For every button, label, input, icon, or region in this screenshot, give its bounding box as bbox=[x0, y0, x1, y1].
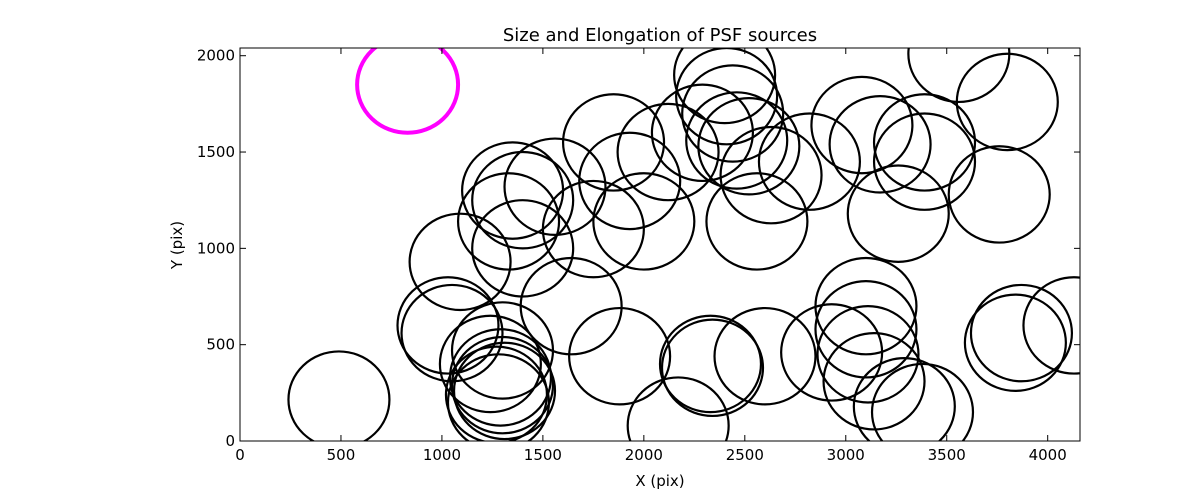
psf-source-circle bbox=[438, 314, 542, 414]
x-tick-label: 1500 bbox=[524, 446, 562, 464]
highlight-psf-circle bbox=[355, 48, 461, 135]
psf-source-circle bbox=[471, 150, 575, 250]
psf-source-circle bbox=[592, 172, 696, 271]
psf-source-circle bbox=[616, 102, 720, 202]
psf-source-circle bbox=[780, 303, 884, 402]
plot-area-marks bbox=[287, 48, 1080, 441]
psf-source-circle bbox=[673, 48, 777, 125]
psf-source-circle bbox=[446, 353, 551, 441]
y-tick-label: 1000 bbox=[197, 239, 235, 257]
x-tick-label: 1000 bbox=[423, 446, 461, 464]
psf-source-circle bbox=[828, 95, 932, 194]
psf-source-circle bbox=[814, 256, 918, 356]
psf-source-circle bbox=[955, 52, 1059, 152]
psf-source-circle bbox=[660, 318, 765, 418]
psf-source-circle bbox=[697, 96, 801, 196]
psf-source-circle bbox=[963, 293, 1067, 393]
y-axis: 0 500 1000 1500 2000 bbox=[197, 47, 1080, 450]
y-tick-label: 500 bbox=[206, 336, 235, 354]
psf-source-circle bbox=[685, 91, 789, 190]
x-tick-label: 0 bbox=[235, 446, 245, 464]
psf-source-circle bbox=[816, 305, 920, 404]
x-tick-label: 500 bbox=[327, 446, 356, 464]
psf-source-circle bbox=[658, 314, 763, 414]
y-tick-label: 1500 bbox=[197, 143, 235, 161]
psf-source-circle bbox=[681, 64, 785, 163]
psf-source-circle bbox=[444, 345, 549, 441]
psf-source-circle bbox=[396, 276, 500, 375]
x-tick-label: 4000 bbox=[1029, 446, 1067, 464]
psf-source-circle bbox=[452, 341, 557, 441]
psf-source-circle bbox=[810, 75, 914, 175]
psf-source-circle bbox=[568, 306, 672, 406]
psf-source-circle bbox=[1022, 276, 1080, 375]
psf-source-circle bbox=[519, 256, 623, 356]
psf-source-circle bbox=[578, 131, 682, 231]
x-tick-label: 3000 bbox=[827, 446, 865, 464]
psf-source-circle bbox=[626, 376, 730, 441]
y-tick-label: 0 bbox=[225, 432, 235, 450]
psf-source-circle bbox=[713, 306, 817, 406]
psf-source-circle bbox=[814, 280, 918, 379]
y-tick-label: 2000 bbox=[197, 47, 235, 65]
psf-source-circle bbox=[757, 112, 862, 211]
psf-source-circle bbox=[503, 137, 607, 236]
psf-source-circle bbox=[969, 283, 1074, 383]
psf-source-circle bbox=[719, 125, 823, 225]
psf-source-circle bbox=[541, 179, 645, 279]
psf-source-circle bbox=[408, 212, 512, 312]
y-axis-label: Y (pix) bbox=[168, 221, 186, 270]
psf-source-circle bbox=[872, 93, 977, 192]
psf-source-circle bbox=[852, 357, 956, 441]
x-tick-label: 2000 bbox=[625, 446, 663, 464]
x-axis-label: X (pix) bbox=[635, 472, 684, 490]
psf-source-circle bbox=[287, 350, 391, 441]
psf-source-circle bbox=[822, 332, 926, 431]
psf-source-circle bbox=[846, 164, 950, 263]
x-axis: 0 500 1000 1500 2000 2500 3000 3500 4000 bbox=[235, 48, 1067, 464]
psf-source-circle bbox=[870, 362, 975, 441]
plot-frame bbox=[239, 47, 1081, 442]
psf-source-circle bbox=[872, 112, 977, 211]
chart-title: Size and Elongation of PSF sources bbox=[503, 25, 817, 46]
psf-source-circle bbox=[456, 172, 561, 271]
psf-source-circle bbox=[650, 83, 754, 183]
psf-source-circle bbox=[561, 93, 666, 192]
psf-source-circle bbox=[947, 145, 1051, 244]
psf-source-circle bbox=[705, 172, 809, 271]
psf-source-circle bbox=[675, 48, 779, 146]
x-tick-label: 2500 bbox=[726, 446, 764, 464]
x-tick-label: 3500 bbox=[928, 446, 966, 464]
